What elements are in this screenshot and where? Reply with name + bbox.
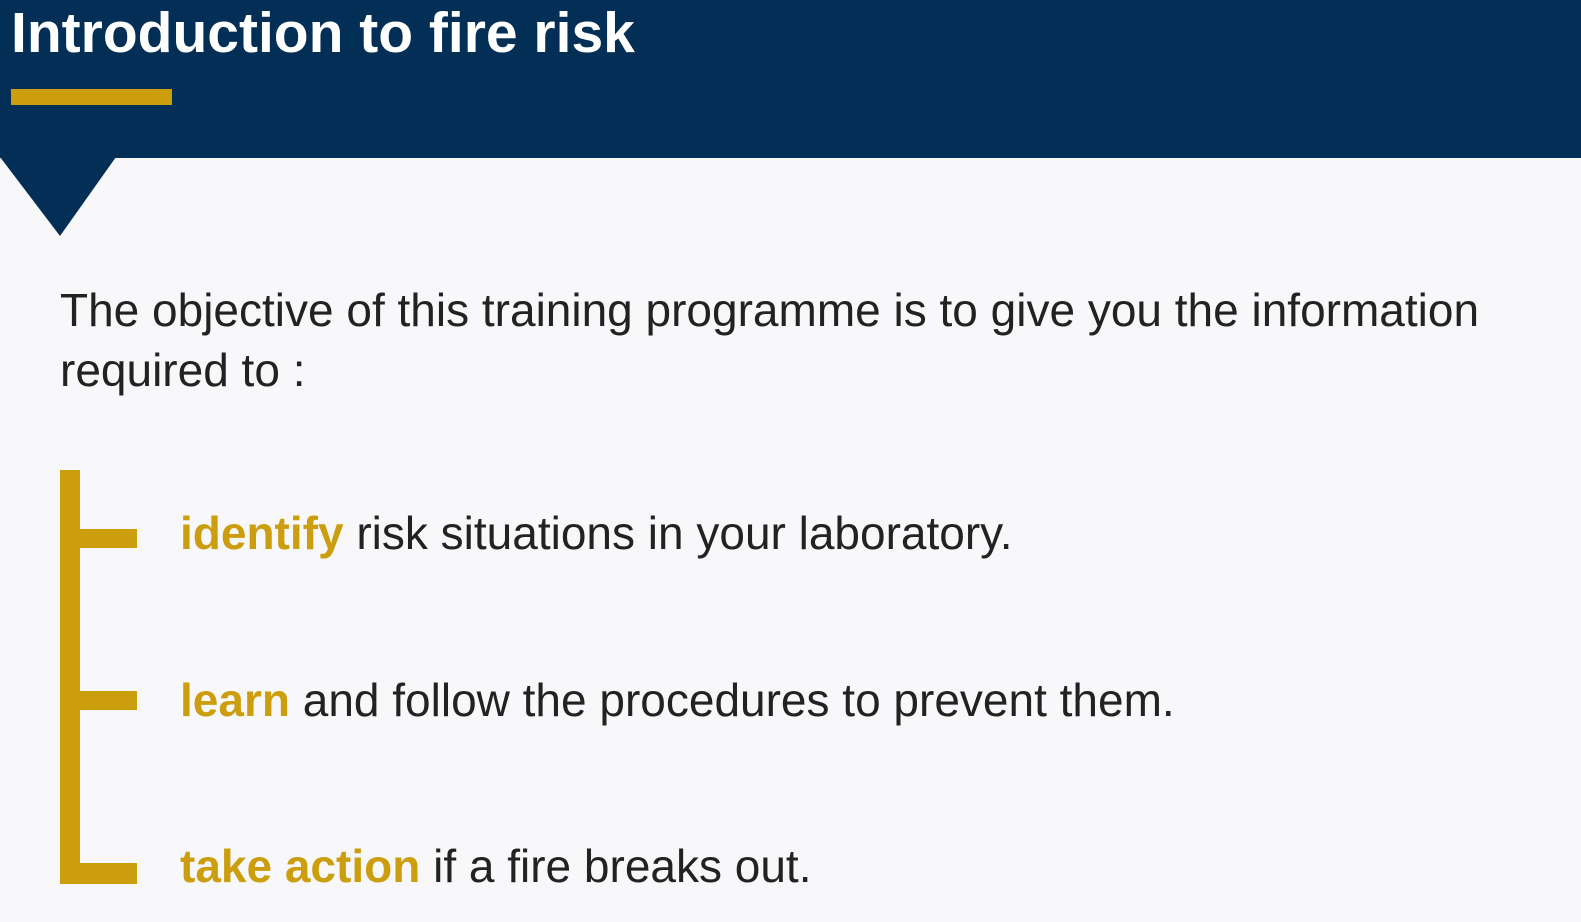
page-title: Introduction to fire risk: [11, 1, 635, 65]
objective-text: risk situations in your laboratory.: [343, 507, 1013, 559]
objective-text: and follow the procedures to prevent the…: [289, 674, 1175, 726]
objectives-bracket: [60, 470, 137, 884]
objective-item-take-action: take action if a fire breaks out.: [180, 838, 812, 894]
objective-keyword: learn: [180, 674, 290, 726]
header-pointer-icon: [0, 157, 116, 236]
title-underline: [11, 89, 172, 105]
header-banner: Introduction to fire risk: [0, 0, 1581, 158]
intro-paragraph: The objective of this training programme…: [60, 284, 1480, 396]
objective-item-learn: learn and follow the procedures to preve…: [180, 672, 1175, 728]
objective-keyword: take action: [180, 840, 421, 892]
objective-text: if a fire breaks out.: [420, 840, 812, 892]
objective-item-identify: identify risk situations in your laborat…: [180, 505, 1013, 561]
objective-keyword: identify: [180, 507, 344, 559]
